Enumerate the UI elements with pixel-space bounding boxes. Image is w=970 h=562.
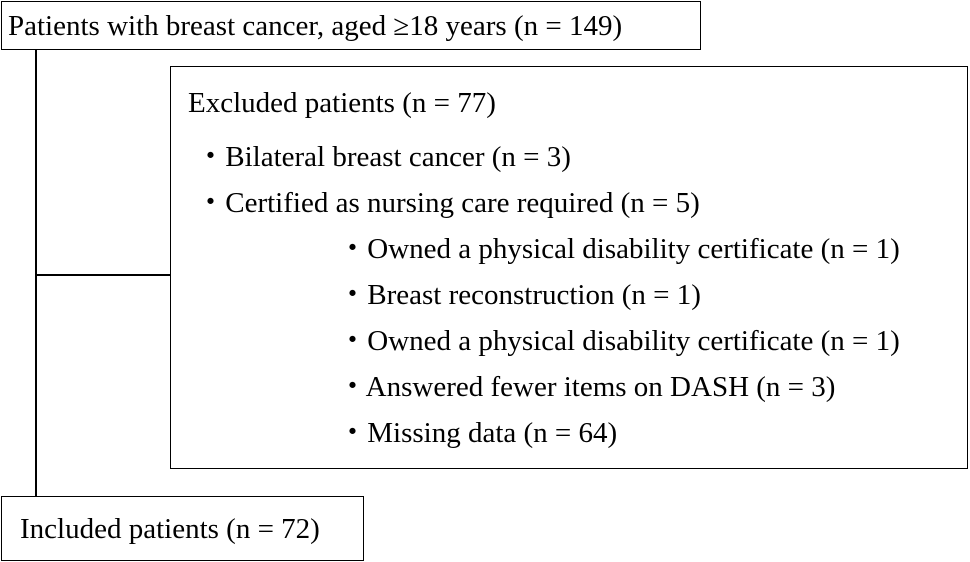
exclusion-reason: ・ Certified as nursing care required (n … (196, 179, 700, 221)
exclusion-reason-label: Owned a physical disability certificate … (367, 325, 900, 357)
exclusion-reason-label: Breast reconstruction (n = 1) (367, 279, 701, 311)
eligible-patients-label: Patients with breast cancer, aged ≥18 ye… (8, 10, 623, 42)
included-patients-box: Included patients (n = 72) (1, 496, 364, 561)
exclusion-reason: ・ Owned a physical disability certificat… (338, 225, 900, 267)
bullet-icon: ・ (338, 233, 368, 265)
excluded-patients-box: Excluded patients (n = 77) ・ Bilateral b… (170, 66, 968, 469)
bullet-icon: ・ (338, 371, 368, 403)
included-patients-label: Included patients (n = 72) (20, 513, 320, 545)
bullet-icon: ・ (196, 141, 226, 173)
exclusion-reason-label: Missing data (n = 64) (367, 417, 618, 449)
flow-connector-vertical (35, 50, 37, 496)
exclusion-reason-label: Owned a physical disability certificate … (367, 233, 900, 265)
exclusion-reason: ・ Answered fewer items on DASH (n = 3) (338, 363, 835, 405)
bullet-icon: ・ (338, 325, 368, 357)
flow-connector-to-excluded (35, 274, 170, 276)
exclusion-reason-label: Answered fewer items on DASH (n = 3) (365, 371, 836, 403)
bullet-icon: ・ (338, 279, 368, 311)
exclusion-reason: ・ Missing data (n = 64) (338, 409, 617, 451)
exclusion-reason: ・ Breast reconstruction (n = 1) (338, 271, 701, 313)
bullet-icon: ・ (338, 417, 368, 449)
eligible-patients-box: Patients with breast cancer, aged ≥18 ye… (1, 1, 701, 50)
exclusion-reason-label: Certified as nursing care required (n = … (225, 187, 700, 219)
excluded-patients-title: Excluded patients (n = 77) (188, 87, 496, 119)
exclusion-reason-label: Bilateral breast cancer (n = 3) (225, 141, 571, 173)
bullet-icon: ・ (196, 187, 226, 219)
exclusion-reason: ・ Bilateral breast cancer (n = 3) (196, 133, 571, 175)
exclusion-reason: ・ Owned a physical disability certificat… (338, 317, 900, 359)
